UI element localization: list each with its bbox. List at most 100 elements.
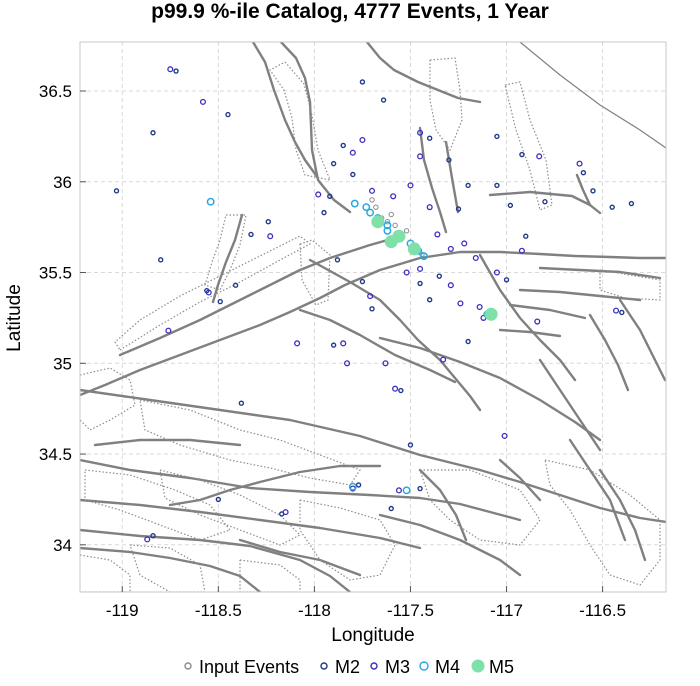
x-tick-label: -118.5 [195,601,242,620]
point-m3 [407,182,414,189]
x-tick-label: -117 [490,601,523,620]
point-m3 [167,66,174,73]
point-m2 [150,130,156,136]
x-tick-label: -117.5 [387,601,434,620]
point-m3 [294,340,301,347]
point-m2 [215,496,222,503]
point-m2 [446,157,452,163]
fault-trace [378,336,602,442]
x-axis-ticks: -119 -118.5 -118 -117.5 -117 -116.5 [106,586,626,620]
legend-label-m5: M5 [489,657,514,677]
legend-marker-m4 [419,661,429,671]
legend-marker-m3 [370,662,378,670]
point-m2 [417,280,423,287]
y-tick-label: 34 [53,536,72,555]
fault-lines-layer [80,42,666,592]
point-m2 [355,482,362,488]
point-m2 [503,277,510,283]
point-m3 [576,160,583,167]
point-m3 [340,340,347,347]
point-m4 [362,203,371,212]
point-m2 [327,193,333,199]
point-m2 [494,182,500,189]
y-axis-ticks: 34 34.5 35 35.5 36 36.5 [39,82,86,555]
legend-marker-input-events [184,662,192,670]
fault-trace [80,250,666,397]
fault-zone [204,214,247,291]
x-tick-label: -116.5 [579,601,626,620]
point-m4 [206,197,215,206]
point-m3 [382,360,389,367]
fault-zone [599,269,661,301]
fault-zone [429,57,463,152]
point-m2 [380,97,387,103]
fault-zone [84,469,232,541]
fault-trace [488,190,592,207]
point-m3 [395,487,402,494]
fault-zone [269,61,331,181]
point-m3 [461,240,468,247]
fault-trace [618,298,666,382]
fault-zone [80,367,136,431]
fault-trace [251,42,320,180]
point-m2 [330,160,337,167]
legend-label-m2: M2 [335,657,360,677]
fault-trace [80,388,666,524]
point-m2 [417,485,423,492]
point-m2 [369,306,375,312]
point-m3 [349,149,356,156]
point-m3 [165,327,172,334]
point-m4 [350,199,359,208]
point-m3 [417,265,424,272]
fault-trace [279,42,352,214]
fault-trace [211,213,244,304]
legend: Input Events M2 M3 M4 M5 [184,657,514,677]
fault-trace [498,458,542,502]
point-m2 [519,151,525,158]
point-m2 [248,231,254,238]
fault-trace [298,308,457,384]
point-m3 [612,307,620,314]
fault-trace [508,303,587,320]
point-m2 [340,142,346,149]
legend-marker-m5 [471,659,485,673]
point-m3 [403,269,410,276]
fault-trace [238,538,362,577]
point-m2 [609,204,615,210]
point-m2 [426,135,433,141]
point-m3 [144,536,151,543]
point-m2 [628,200,635,207]
point-m3 [447,245,454,252]
fault-trace [418,126,448,234]
fault-zone [299,499,396,581]
fault-trace [444,140,460,214]
point-m2 [330,342,337,348]
point-input-events [403,228,410,234]
fault-zone [159,469,302,546]
point-m4 [366,208,375,217]
point-m3 [392,385,399,392]
point-m2 [619,309,625,316]
point-m3 [367,293,374,300]
fault-zone [299,239,331,306]
point-m2 [238,400,245,406]
point-m3 [457,300,464,307]
fault-trace [568,438,627,542]
point-m2 [590,188,596,194]
point-m2 [150,533,156,539]
point-m5 [371,215,385,229]
legend-label-m3: M3 [385,657,410,677]
point-m2 [225,111,231,118]
point-m2 [157,257,164,263]
y-tick-label: 36.5 [39,82,72,101]
fault-trace [365,42,482,104]
plot-frame [79,41,667,593]
point-m3 [359,136,366,144]
fault-trace [538,358,602,452]
fault-trace [80,528,352,592]
point-m2 [388,505,394,512]
point-m2 [436,273,442,279]
point-m3 [493,269,500,276]
